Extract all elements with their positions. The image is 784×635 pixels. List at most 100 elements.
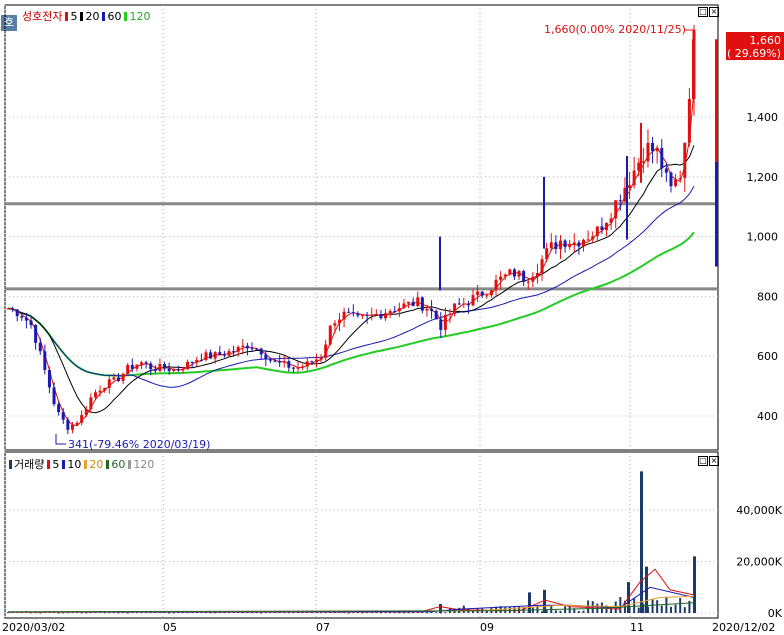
candle-body: [227, 351, 231, 356]
candle-body: [646, 142, 650, 162]
stock-name: 성호전자: [22, 10, 63, 23]
candle-body: [641, 161, 645, 163]
volume-bar: [425, 612, 428, 614]
volume-bar: [435, 612, 438, 614]
candle-body: [213, 352, 217, 359]
volume-bar: [7, 612, 9, 614]
candle-body: [116, 377, 120, 381]
volume-bar: [642, 603, 645, 613]
current-price-box: [726, 32, 784, 60]
candle-body: [190, 361, 194, 363]
ma120-label: 120: [129, 9, 151, 23]
candle-body: [6, 308, 10, 310]
vma20-swatch: [84, 459, 88, 469]
volume-bar: [508, 606, 511, 613]
candle-body: [149, 363, 153, 370]
candle-body: [651, 142, 655, 152]
candle-body: [204, 352, 208, 360]
x-tick-label: 05: [163, 621, 177, 634]
candle-body: [508, 269, 512, 275]
candle-body: [572, 242, 576, 245]
candle-body: [43, 351, 47, 370]
volume-bar: [393, 612, 396, 614]
volume-name: 거래량: [14, 458, 45, 471]
candle-body: [70, 424, 74, 430]
volume-bar: [85, 612, 88, 614]
volume-panel-maximize-button[interactable]: □: [698, 456, 708, 466]
candle-body: [296, 367, 300, 369]
candle-body: [24, 317, 28, 321]
candle-body: [176, 368, 180, 371]
candle-body: [494, 279, 498, 291]
volume-bar: [287, 612, 290, 614]
vma60-label: 60: [111, 457, 126, 471]
ma60-label: 60: [107, 9, 122, 23]
volume-bar: [518, 606, 521, 613]
volume-bar: [260, 612, 263, 614]
candle-body: [126, 365, 130, 374]
volume-bar: [559, 610, 562, 613]
volume-bar: [674, 604, 677, 613]
candle-body: [563, 240, 567, 248]
candle-body: [609, 218, 613, 223]
ma60-line: [7, 185, 695, 388]
volume-tick-label: 20,000K: [736, 556, 782, 569]
candle-body: [15, 309, 19, 317]
volume-bar: [430, 611, 433, 613]
candle-body: [655, 147, 659, 152]
candle-body: [453, 303, 457, 314]
candle-body: [186, 361, 190, 370]
ma5-label: 5: [70, 9, 78, 23]
candle-body: [57, 404, 61, 413]
candle-body: [365, 315, 369, 317]
candle-body: [47, 369, 51, 388]
ma60-swatch: [102, 11, 106, 21]
volume-bar: [619, 596, 622, 613]
price-tick-label: 1,400: [747, 111, 779, 124]
candle-body: [324, 344, 328, 358]
candle-body: [623, 187, 627, 202]
ma20-line: [7, 145, 695, 414]
candle-body: [664, 168, 668, 173]
candle-body: [416, 297, 420, 307]
volume-bar: [402, 612, 405, 614]
price-tick-label: 400: [757, 410, 778, 423]
candle-body: [411, 301, 415, 307]
volume-bar: [637, 607, 640, 613]
high-annotation: 1,660(0.00% 2020/11/25): [544, 23, 686, 36]
volume-swatch: [9, 459, 12, 469]
volume-bar: [66, 612, 69, 614]
volume-bar: [168, 612, 171, 614]
volume-ma60-line: [7, 602, 695, 613]
candle-body: [328, 325, 332, 345]
candle-body: [80, 415, 84, 423]
low-annotation: 341(-79.46% 2020/03/19): [68, 438, 210, 451]
candle-body: [434, 310, 438, 320]
candle-body: [163, 364, 167, 369]
candle-body: [660, 147, 664, 169]
candle-body: [98, 390, 102, 393]
current-range-up: [715, 39, 718, 162]
candle-body: [545, 248, 549, 260]
candle-body: [181, 369, 185, 371]
candle-body: [61, 412, 65, 420]
volume-bar: [34, 612, 37, 614]
candle-body: [554, 242, 558, 250]
candle-body: [531, 276, 535, 282]
candle-body: [618, 200, 622, 202]
candle-body: [374, 314, 378, 316]
volume-bar: [651, 598, 654, 613]
candle-body: [167, 368, 171, 371]
volume-bar: [80, 612, 83, 614]
price-panel-maximize-button[interactable]: □: [698, 7, 708, 17]
candle-body: [314, 359, 318, 363]
price-tick-label: 800: [757, 290, 778, 303]
vma120-label: 120: [133, 457, 155, 471]
vma10-swatch: [62, 459, 66, 469]
candle-body: [172, 368, 176, 371]
candle-body: [558, 240, 562, 250]
candle-body: [425, 308, 429, 311]
candle-body: [407, 301, 411, 304]
candle-body: [397, 308, 401, 312]
candle-body: [112, 377, 116, 380]
